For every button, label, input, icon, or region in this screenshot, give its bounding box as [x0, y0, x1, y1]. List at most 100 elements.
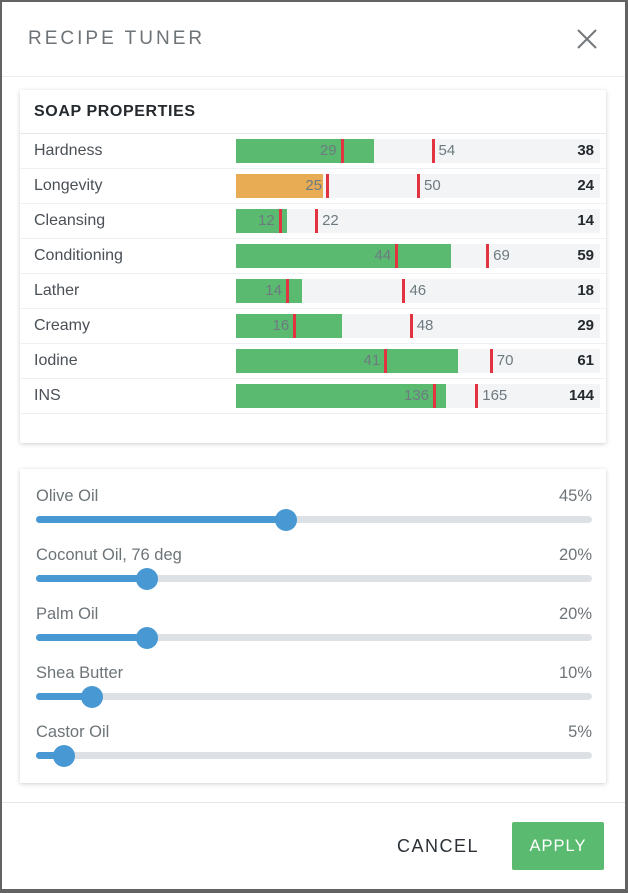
oil-percent-value: 10%: [558, 663, 592, 682]
property-bar: 29 54 38: [236, 139, 600, 163]
dialog-footer: CANCEL APPLY: [2, 802, 625, 889]
soap-properties-heading: SOAP PROPERTIES: [20, 90, 606, 134]
range-min-tick: [285, 279, 289, 303]
property-row: Conditioning 44 69 59: [20, 239, 606, 274]
property-value: 61: [577, 352, 594, 369]
property-label: Lather: [34, 282, 80, 299]
oil-slider-track[interactable]: [36, 626, 592, 649]
range-max-tick: [409, 314, 413, 338]
oil-percent-value: 45%: [558, 486, 592, 505]
range-max-tick: [417, 174, 420, 198]
range-max-tick: [475, 384, 479, 408]
property-row: Iodine 41 70 61: [20, 344, 606, 379]
property-value: 59: [577, 247, 594, 264]
range-min-value: 25: [305, 177, 322, 194]
range-min-value: 14: [265, 282, 282, 299]
apply-button[interactable]: APPLY: [512, 822, 604, 870]
oil-label: Palm Oil: [36, 604, 99, 623]
property-value: 29: [577, 317, 594, 334]
property-value: 14: [577, 212, 594, 229]
oil-slider-fill: [36, 693, 92, 700]
oil-slider-track[interactable]: [36, 685, 592, 708]
oil-label: Shea Butter: [36, 663, 124, 682]
dialog-body: SOAP PROPERTIES Hardness 29 54 38 Longevity 2…: [2, 77, 625, 802]
oil-slider-fill: [36, 752, 64, 759]
oil-percent-value: 20%: [558, 545, 592, 564]
range-max-value: 46: [409, 282, 427, 299]
property-row: INS 136 165 144: [20, 379, 606, 414]
range-min-value: 16: [272, 317, 290, 334]
property-value: 18: [577, 282, 594, 299]
oil-slider-track[interactable]: [36, 567, 592, 590]
slider-handle[interactable]: [275, 508, 298, 531]
range-max-tick: [431, 139, 435, 163]
slider-handle[interactable]: [136, 567, 159, 590]
range-min-value: 12: [257, 212, 275, 229]
property-bar-fill: [236, 209, 287, 233]
property-bar: 25 50 24: [236, 174, 600, 198]
range-max-tick: [486, 244, 490, 268]
oil-slider: Castor Oil 5%: [36, 708, 592, 767]
oil-slider-head: Olive Oil 45%: [36, 486, 592, 506]
range-max-tick: [402, 279, 406, 303]
oil-slider-fill: [36, 516, 287, 523]
property-rows: Hardness 29 54 38 Longevity 25 50 24 Cleansing 12…: [20, 134, 606, 414]
property-bar-fill: [236, 279, 302, 303]
property-row: Creamy 16 48 29: [20, 309, 606, 344]
property-label: Cleansing: [34, 212, 106, 229]
oil-slider-track[interactable]: [36, 744, 592, 767]
property-bar: 136 165 144: [236, 384, 600, 408]
cancel-button[interactable]: CANCEL: [393, 828, 483, 865]
range-max-tick: [315, 209, 319, 233]
range-min-tick: [384, 349, 388, 373]
slider-handle[interactable]: [52, 744, 75, 767]
slider-handle[interactable]: [80, 685, 103, 708]
property-row: Lather 14 46 18: [20, 274, 606, 309]
range-min-value: 29: [319, 142, 337, 159]
slider-handle[interactable]: [136, 626, 159, 649]
property-label: Longevity: [34, 177, 103, 194]
range-min-tick: [326, 174, 329, 198]
oil-slider-head: Castor Oil 5%: [36, 722, 592, 742]
property-label: Creamy: [34, 317, 91, 334]
property-bar-fill: [236, 349, 459, 373]
range-min-value: 41: [363, 352, 381, 369]
oil-sliders-panel: Olive Oil 45% Coconut Oil, 76 deg 20% Palm O…: [20, 469, 606, 783]
oil-slider-head: Coconut Oil, 76 deg 20%: [36, 545, 592, 565]
range-max-value: 50: [424, 177, 441, 194]
range-max-value: 165: [482, 387, 508, 404]
range-min-tick: [278, 209, 282, 233]
property-row: Hardness 29 54 38: [20, 134, 606, 169]
oil-slider: Shea Butter 10%: [36, 649, 592, 708]
oil-label: Coconut Oil, 76 deg: [36, 545, 182, 564]
close-icon: [575, 27, 599, 51]
dialog-header: RECIPE TUNER: [2, 2, 625, 77]
oil-slider-track[interactable]: [36, 508, 592, 531]
range-min-tick: [293, 314, 297, 338]
range-max-value: 70: [496, 352, 514, 369]
property-bar-fill: [236, 174, 324, 198]
range-max-value: 48: [416, 317, 434, 334]
range-min-tick: [395, 244, 399, 268]
range-max-value: 69: [493, 247, 510, 264]
property-label: Conditioning: [34, 247, 123, 264]
property-label: Hardness: [34, 142, 103, 159]
property-row: Longevity 25 50 24: [20, 169, 606, 204]
property-value: 144: [568, 387, 594, 404]
dialog-title: RECIPE TUNER: [28, 28, 206, 49]
oil-slider: Olive Oil 45%: [36, 472, 592, 531]
oil-slider: Palm Oil 20%: [36, 590, 592, 649]
oil-slider-fill: [36, 634, 148, 641]
close-button[interactable]: [571, 23, 603, 55]
range-min-value: 44: [374, 247, 392, 264]
property-bar: 41 70 61: [236, 349, 600, 373]
soap-properties-panel: SOAP PROPERTIES Hardness 29 54 38 Longevity 2…: [20, 90, 606, 443]
range-max-value: 22: [322, 212, 339, 229]
oil-slider-fill: [36, 575, 148, 582]
range-max-value: 54: [438, 142, 456, 159]
range-min-tick: [340, 139, 344, 163]
range-min-value: 136: [403, 387, 430, 404]
oil-slider: Coconut Oil, 76 deg 20%: [36, 531, 592, 590]
property-bar-fill: [236, 139, 375, 163]
oil-percent-value: 20%: [558, 604, 592, 623]
